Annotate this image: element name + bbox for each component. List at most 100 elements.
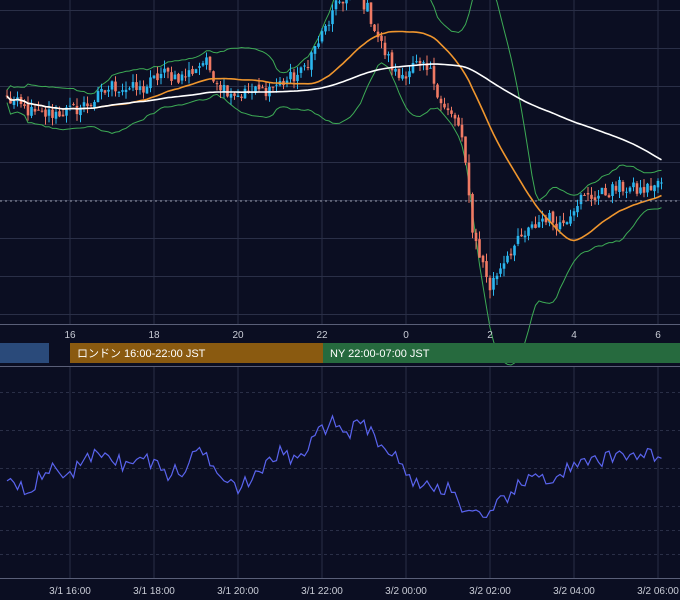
candle-body[interactable] [226,85,229,97]
candle-body[interactable] [180,74,184,81]
candle-body[interactable] [296,74,299,82]
candle-body[interactable] [418,60,422,64]
candle-body[interactable] [646,183,649,193]
candle-body[interactable] [502,263,506,269]
candle-body[interactable] [191,69,194,74]
candle-body[interactable] [208,56,212,71]
candle-body[interactable] [51,109,54,118]
candle-body[interactable] [467,162,471,196]
candle-body[interactable] [82,102,86,107]
candle-body[interactable] [604,187,607,196]
candle-body[interactable] [254,86,257,93]
candle-body[interactable] [240,96,243,98]
candle-body[interactable] [446,108,450,111]
candle-body[interactable] [635,183,639,194]
candle-body[interactable] [562,220,565,224]
candle-body[interactable] [509,253,513,256]
candle-body[interactable] [474,232,478,242]
candle-body[interactable] [107,89,110,92]
candle-body[interactable] [61,114,65,117]
candle-body[interactable] [506,255,509,263]
candle-body[interactable] [537,222,541,228]
candle-body[interactable] [362,0,366,10]
candle-body[interactable] [404,76,408,79]
candle-body[interactable] [429,67,432,69]
candle-body[interactable] [625,191,628,193]
candle-body[interactable] [303,65,306,67]
candle-body[interactable] [376,31,380,38]
candle-body[interactable] [103,90,107,93]
candle-body[interactable] [33,108,37,112]
candle-body[interactable] [177,73,180,83]
candle-body[interactable] [401,74,404,79]
candle-body[interactable] [236,95,240,98]
candle-body[interactable] [422,62,425,64]
candle-body[interactable] [145,86,149,94]
candle-body[interactable] [600,187,604,195]
candle-body[interactable] [457,117,460,126]
candle-body[interactable] [513,245,516,256]
candle-body[interactable] [548,212,551,223]
candle-body[interactable] [408,71,411,78]
candle-body[interactable] [285,80,289,84]
candle-body[interactable] [292,72,296,82]
candle-body[interactable] [47,109,51,116]
candle-body[interactable] [586,193,590,195]
candle-body[interactable] [460,124,464,138]
candle-body[interactable] [194,69,198,73]
candle-body[interactable] [44,109,47,117]
candle-body[interactable] [338,1,341,3]
candle-body[interactable] [590,194,593,199]
candle-body[interactable] [558,222,562,230]
candle-body[interactable] [520,234,523,237]
candle-body[interactable] [618,179,621,193]
candle-body[interactable] [534,224,537,228]
candle-body[interactable] [233,93,236,96]
candle-body[interactable] [579,194,583,205]
candle-body[interactable] [453,114,457,119]
candle-body[interactable] [58,111,61,117]
candle-body[interactable] [366,2,369,12]
candle-body[interactable] [653,185,656,192]
candle-body[interactable] [205,57,208,65]
candle-body[interactable] [166,68,170,72]
candle-body[interactable] [345,0,348,4]
candle-body[interactable] [257,84,261,90]
candle-body[interactable] [530,224,534,228]
candle-body[interactable] [65,107,68,116]
candle-body[interactable] [117,92,121,94]
candle-body[interactable] [86,103,89,107]
candle-body[interactable] [201,63,205,66]
candle-body[interactable] [331,10,334,25]
candle-body[interactable] [12,100,16,106]
candle-body[interactable] [478,239,481,258]
candle-body[interactable] [611,184,614,196]
candle-body[interactable] [516,235,520,244]
candle-body[interactable] [131,82,135,88]
candle-body[interactable] [313,46,317,54]
candle-body[interactable] [527,227,530,236]
candle-body[interactable] [583,194,586,196]
candle-body[interactable] [565,222,569,225]
candle-body[interactable] [593,197,597,201]
candle-body[interactable] [212,71,215,82]
candle-body[interactable] [471,193,474,233]
candle-body[interactable] [243,88,247,99]
candle-body[interactable] [576,205,579,213]
candle-body[interactable] [40,110,44,112]
candle-body[interactable] [100,88,103,92]
candle-body[interactable] [439,98,443,104]
candle-body[interactable] [26,104,30,116]
candle-body[interactable] [142,86,145,93]
candle-body[interactable] [75,105,79,115]
candle-body[interactable] [544,217,548,223]
candle-body[interactable] [317,43,320,47]
candle-body[interactable] [229,94,233,98]
candle-body[interactable] [219,85,222,91]
candle-body[interactable] [660,182,663,184]
candle-body[interactable] [54,111,58,119]
candle-body[interactable] [397,68,401,78]
candle-body[interactable] [68,105,72,107]
candle-body[interactable] [628,187,632,192]
